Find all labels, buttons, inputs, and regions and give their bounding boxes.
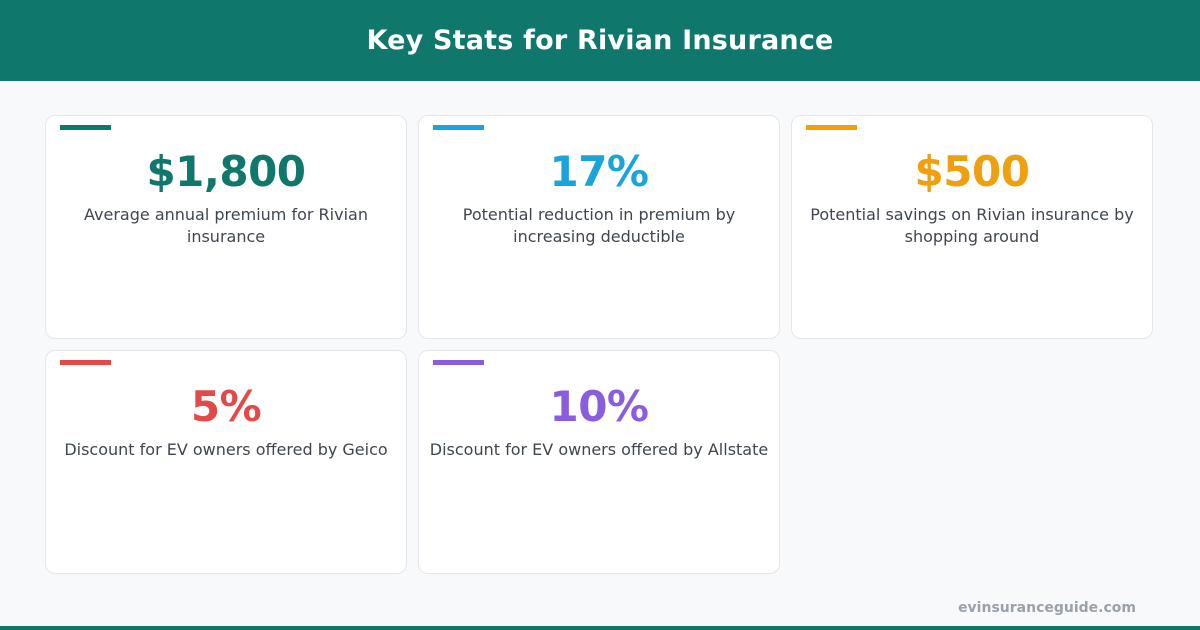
- stat-value: 10%: [549, 382, 649, 431]
- stat-description: Discount for EV owners offered by Allsta…: [429, 440, 769, 459]
- stat-card: 17% Potential reduction in premium by in…: [418, 115, 780, 339]
- stat-description: Average annual premium for Rivian insura…: [84, 205, 368, 246]
- stat-card: 5% Discount for EV owners offered by Gei…: [45, 350, 407, 574]
- stat-description: Discount for EV owners offered by Geico: [64, 440, 388, 459]
- stat-value: $1,800: [146, 147, 306, 196]
- site-url: evinsuranceguide.com: [958, 600, 1136, 616]
- card-accent-bar: [433, 125, 484, 130]
- footer-bar: [0, 626, 1200, 630]
- header-banner: Key Stats for Rivian Insurance: [0, 0, 1200, 81]
- stat-value: 5%: [190, 382, 262, 431]
- card-accent-bar: [60, 125, 111, 130]
- stat-description: Potential savings on Rivian insurance by…: [810, 205, 1134, 246]
- stat-value: $500: [914, 147, 1030, 196]
- card-accent-bar: [60, 360, 111, 365]
- card-accent-bar: [433, 360, 484, 365]
- stat-card: $500 Potential savings on Rivian insuran…: [791, 115, 1153, 339]
- stat-card: 10% Discount for EV owners offered by Al…: [418, 350, 780, 574]
- page-title: Key Stats for Rivian Insurance: [366, 25, 834, 56]
- stat-value: 17%: [549, 147, 649, 196]
- stat-description: Potential reduction in premium by increa…: [462, 205, 736, 246]
- card-accent-bar: [806, 125, 857, 130]
- stat-card: $1,800 Average annual premium for Rivian…: [45, 115, 407, 339]
